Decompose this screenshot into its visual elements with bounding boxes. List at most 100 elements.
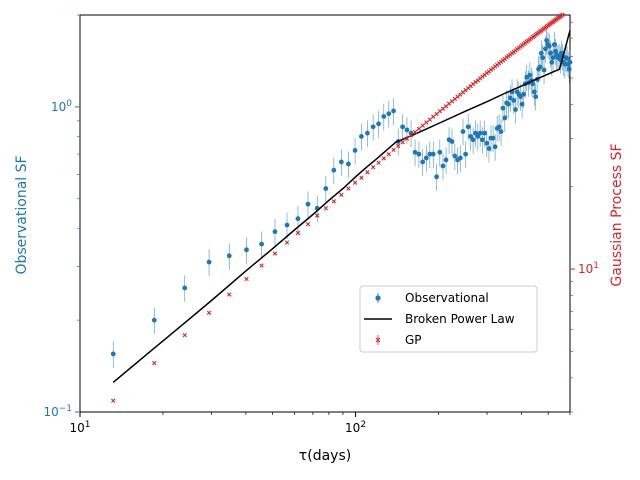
observational-point <box>544 38 550 43</box>
observational-point <box>540 55 546 61</box>
y-left-tick-label: 100 <box>51 99 72 114</box>
observational-point <box>496 124 502 130</box>
plot-frame <box>79 14 571 413</box>
data-layer <box>110 12 573 403</box>
observational-point <box>463 151 469 157</box>
observational-point <box>412 149 418 155</box>
legend-label: Broken Power Law <box>405 312 515 326</box>
observational-point <box>391 108 396 114</box>
observational-point <box>452 153 458 159</box>
observational-point <box>338 159 344 165</box>
gp-point <box>365 170 370 175</box>
gp-point <box>408 132 414 138</box>
observational-point <box>457 155 463 161</box>
observational-point <box>551 42 557 47</box>
observational-point <box>404 127 410 133</box>
gp-point <box>259 263 264 268</box>
observational-point <box>437 149 443 155</box>
observational-point <box>533 94 539 100</box>
gp-point <box>111 398 116 403</box>
observational-point <box>502 115 508 121</box>
observational-point <box>567 59 573 65</box>
gp-point <box>305 221 311 227</box>
gp-point <box>386 152 391 157</box>
observational-point <box>548 50 553 56</box>
observational-point <box>538 50 544 56</box>
observational-point <box>460 129 466 134</box>
observational-point <box>427 151 433 157</box>
observational-point <box>486 146 492 151</box>
gp-point <box>424 120 429 125</box>
gp-point <box>244 276 249 282</box>
legend-box <box>359 285 538 353</box>
observational-point <box>359 134 364 139</box>
observational-point <box>449 139 455 144</box>
gp-point <box>206 310 212 315</box>
gp-point <box>560 12 565 17</box>
gp-point <box>352 180 358 185</box>
y-right-tick-label: 101 <box>578 261 599 276</box>
gp-point <box>416 126 422 131</box>
observational-point <box>477 130 483 136</box>
observational-point <box>492 144 498 150</box>
observational-point <box>110 351 116 357</box>
observational-point <box>513 107 518 112</box>
y-axis-left-title: Observational SF <box>14 155 30 274</box>
gp-point <box>346 186 351 191</box>
gp-point <box>339 192 344 197</box>
observational-point <box>546 43 552 49</box>
x-axis-title: τ(days) <box>299 448 351 464</box>
observational-point <box>500 105 506 111</box>
observational-point <box>566 66 572 72</box>
observational-point <box>206 259 212 265</box>
y-axis-right-title: Gaussian Process SF <box>609 143 625 286</box>
gp-point <box>434 111 439 117</box>
x-tick-label: 101 <box>69 420 90 435</box>
observational-point <box>151 317 157 323</box>
observational-point <box>468 134 474 139</box>
observational-point <box>440 163 446 169</box>
legend-label: Observational <box>405 291 489 305</box>
series-broken-power-law-line <box>112 30 571 383</box>
observational-point <box>430 151 436 157</box>
gp-point <box>391 147 396 153</box>
x-tick-label: 102 <box>345 420 366 435</box>
observational-point <box>537 64 543 70</box>
observational-point <box>400 124 406 130</box>
observational-point <box>323 186 329 191</box>
observational-point <box>331 167 337 173</box>
observational-point <box>284 222 290 228</box>
gp-point <box>412 129 418 135</box>
gp-point <box>331 199 337 204</box>
gp-point <box>404 136 410 141</box>
gp-point <box>400 140 405 145</box>
observational-point <box>244 247 249 253</box>
observational-point <box>521 91 527 97</box>
observational-point <box>480 137 485 143</box>
gp-point <box>359 175 364 180</box>
observational-point <box>490 135 496 141</box>
legend-label: GP <box>405 333 422 347</box>
observational-point <box>465 124 471 130</box>
observational-point <box>182 285 188 291</box>
observational-point <box>295 216 301 222</box>
legend-gp-marker <box>375 337 381 343</box>
gp-point <box>427 117 433 122</box>
y-left-tick-label: 10−1 <box>43 404 72 419</box>
observational-point <box>484 140 490 146</box>
observational-point <box>498 129 504 134</box>
legend-observational-marker <box>375 295 381 301</box>
gp-point <box>182 332 187 338</box>
observational-point <box>482 130 488 136</box>
observational-point <box>549 59 555 65</box>
gp-point <box>370 164 376 170</box>
series-observational <box>110 27 573 368</box>
observational-point <box>352 147 358 153</box>
observational-point <box>386 111 392 117</box>
gp-point <box>420 123 425 128</box>
gp-point <box>376 160 381 165</box>
gp-point <box>272 251 278 256</box>
gp-point <box>284 240 290 245</box>
observational-point <box>226 253 232 259</box>
observational-point <box>511 97 517 103</box>
